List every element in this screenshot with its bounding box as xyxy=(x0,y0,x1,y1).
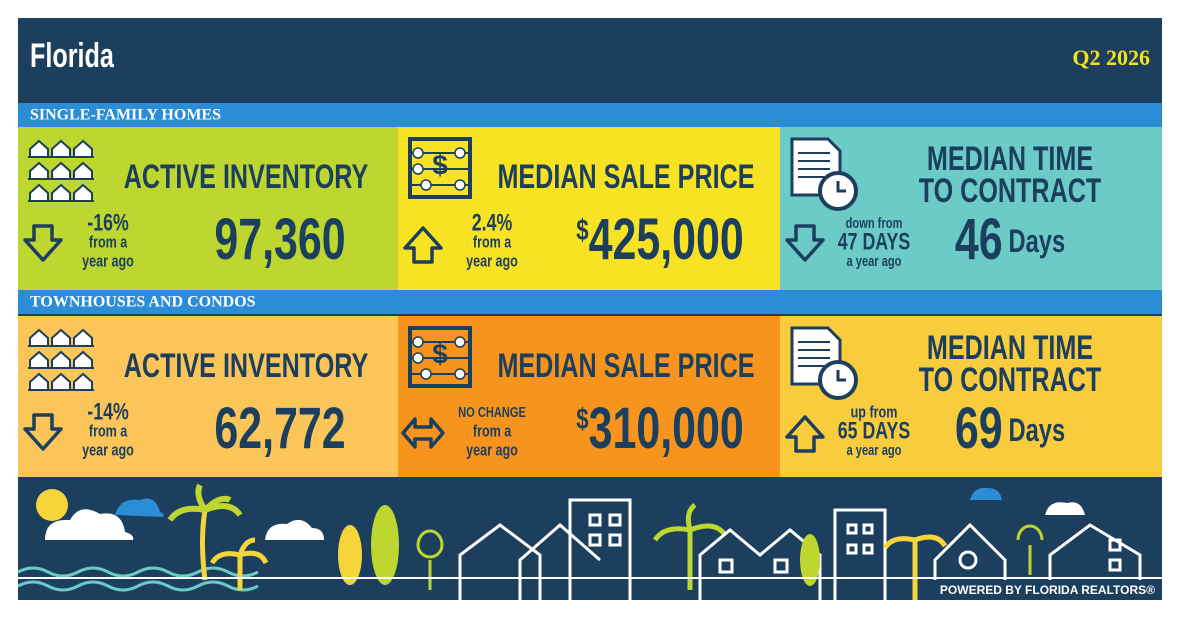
title: Florida xyxy=(30,37,114,75)
house-icon xyxy=(29,183,49,202)
change-text: NO CHANGE xyxy=(458,403,526,420)
house-icon xyxy=(73,183,93,202)
change-text: from a xyxy=(473,422,512,441)
house-icon xyxy=(29,161,49,180)
change-text: year ago xyxy=(82,252,134,271)
change-text: 2.4% xyxy=(472,210,513,236)
icon xyxy=(28,139,94,202)
house-icon xyxy=(51,139,71,158)
change-text: 47 DAYS xyxy=(838,229,910,255)
footer: POWERED BY FLORIDA REALTORS® xyxy=(940,583,1155,597)
house-icon xyxy=(73,139,93,158)
icon xyxy=(28,328,94,391)
clock-hands xyxy=(836,370,846,382)
section-band xyxy=(18,290,1162,314)
change-text: from a xyxy=(89,233,128,252)
dollar-icon: $ xyxy=(432,338,448,369)
change-text: from a xyxy=(89,422,128,441)
icon: $ xyxy=(408,326,472,388)
clock-hands xyxy=(836,181,846,193)
change-text: from a xyxy=(473,233,512,252)
trend-arrow xyxy=(23,413,63,451)
card-title: ACTIVE INVENTORY xyxy=(124,347,369,385)
value: 310,000 xyxy=(589,396,744,461)
house-icon xyxy=(73,372,93,391)
bead xyxy=(420,179,432,191)
currency: $ xyxy=(576,213,589,247)
value: 97,360 xyxy=(214,207,345,272)
card-title: ACTIVE INVENTORY xyxy=(124,158,369,196)
trend-arrow xyxy=(785,415,825,453)
change-text: 65 DAYS xyxy=(838,418,910,444)
bead xyxy=(420,368,432,380)
house-icon xyxy=(51,350,71,369)
bead xyxy=(454,147,466,159)
scene xyxy=(17,483,1162,600)
change-text: up from xyxy=(851,403,898,422)
house-icon xyxy=(29,350,49,369)
house-icon xyxy=(29,372,49,391)
stat-value: 97,360 xyxy=(214,207,345,272)
card-title: MEDIAN SALE PRICE xyxy=(497,158,754,196)
change-text: -16% xyxy=(87,210,129,236)
house-icon xyxy=(29,139,49,158)
stat-value: $425,000 xyxy=(576,207,743,272)
dollar-icon: $ xyxy=(432,149,448,180)
period: Q2 2026 xyxy=(1072,45,1150,70)
trend-arrow xyxy=(403,226,443,264)
bead xyxy=(454,368,466,380)
stat-value: 69 Days xyxy=(955,396,1065,461)
bead xyxy=(412,336,424,348)
bead xyxy=(412,147,424,159)
house-icon xyxy=(73,161,93,180)
house-icon xyxy=(29,328,49,347)
trend-arrow xyxy=(401,417,445,449)
house-icon xyxy=(51,183,71,202)
icon: $ xyxy=(408,137,472,199)
stat-value: $310,000 xyxy=(576,396,743,461)
stat-value: 46 Days xyxy=(955,207,1065,272)
house-icon xyxy=(73,350,93,369)
bead xyxy=(412,163,424,175)
card-title: MEDIAN SALE PRICE xyxy=(497,347,754,385)
trend-arrow xyxy=(23,224,63,262)
section-band xyxy=(18,103,1162,127)
card-title: TO CONTRACT xyxy=(919,361,1102,399)
value: 46 xyxy=(955,207,1003,272)
unit: Days xyxy=(1009,413,1066,448)
bead xyxy=(454,179,466,191)
icon xyxy=(790,137,858,211)
change-text: a year ago xyxy=(847,441,902,458)
change-text: year ago xyxy=(466,252,518,271)
section-heading: TOWNHOUSES AND CONDOS xyxy=(30,294,256,311)
house-icon xyxy=(73,328,93,347)
change-text: -14% xyxy=(87,399,129,425)
card-title: MEDIAN TIME xyxy=(927,329,1093,367)
change-text: down from xyxy=(846,214,903,231)
card-title: TO CONTRACT xyxy=(919,172,1102,210)
change-text: year ago xyxy=(82,441,134,460)
value: 69 xyxy=(955,396,1003,461)
section-heading: SINGLE-FAMILY HOMES xyxy=(30,107,221,124)
bead xyxy=(412,352,424,364)
value: 425,000 xyxy=(589,207,744,272)
footer-bg xyxy=(925,580,1162,600)
value: 62,772 xyxy=(214,396,345,461)
house-icon xyxy=(51,328,71,347)
stat-value: 62,772 xyxy=(214,396,345,461)
house-icon xyxy=(51,161,71,180)
change-text: a year ago xyxy=(847,252,902,269)
house-icon xyxy=(51,372,71,391)
icon xyxy=(790,326,858,400)
currency: $ xyxy=(576,402,589,436)
bead xyxy=(454,336,466,348)
card-title: MEDIAN TIME xyxy=(927,140,1093,178)
trend-arrow xyxy=(785,224,825,262)
unit: Days xyxy=(1009,224,1066,259)
change-text: year ago xyxy=(466,441,518,460)
